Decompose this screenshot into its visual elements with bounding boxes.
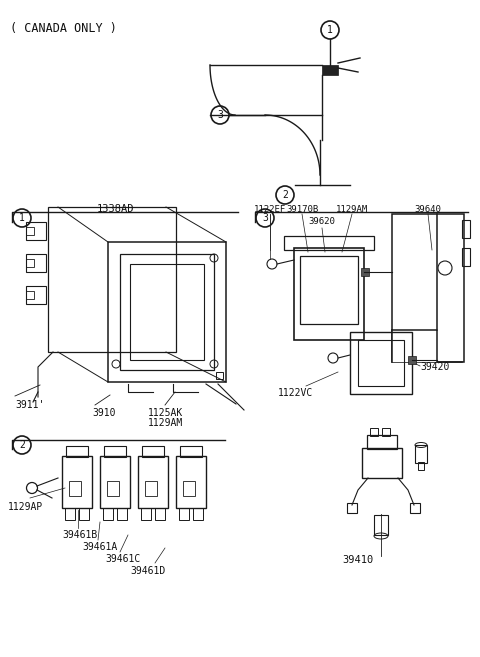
Bar [183,481,195,496]
Bar [462,220,470,238]
Bar [130,264,204,360]
Text: 39461D: 39461D [130,566,165,576]
Text: 1122VC: 1122VC [278,388,313,398]
Bar [26,286,46,304]
Bar [347,503,357,513]
Text: 1129AM: 1129AM [148,418,183,428]
Text: 2: 2 [19,440,25,450]
Bar [358,340,404,386]
Text: 1129AM: 1129AM [336,205,368,214]
Bar [145,481,157,496]
Text: 3910: 3910 [92,408,116,418]
Bar [462,248,470,266]
Bar [103,508,113,520]
Text: 1129AP: 1129AP [8,502,43,512]
Bar [392,330,437,362]
Text: 39410: 39410 [342,555,373,565]
Bar [26,227,34,235]
Bar [142,446,164,457]
Text: 39461B: 39461B [62,530,97,540]
Bar [362,448,402,478]
Bar [374,515,388,535]
Text: 39640: 39640 [415,205,442,214]
Bar [100,456,130,508]
Bar [415,445,427,463]
Text: ( CANADA ONLY ): ( CANADA ONLY ) [10,22,117,35]
Bar [48,207,176,352]
Bar [79,508,89,520]
Text: 1: 1 [19,213,25,223]
Bar [284,236,374,250]
Bar [350,332,412,394]
Bar [176,456,206,508]
Bar [117,508,127,520]
Bar [66,446,88,457]
Text: 39170B: 39170B [286,205,318,214]
Bar [104,446,126,457]
Bar [65,508,75,520]
Text: 1338AD: 1338AD [96,204,134,214]
Bar [69,481,81,496]
Text: 39620: 39620 [309,217,336,226]
Bar [361,268,369,276]
Bar [294,248,364,340]
Text: 1122EF: 1122EF [254,205,286,214]
Bar [418,462,424,470]
Bar [155,508,165,520]
Bar [62,456,92,508]
Bar [26,259,34,267]
Bar [108,242,226,382]
Bar [180,446,202,457]
Text: 3: 3 [262,213,268,223]
Bar [107,481,119,496]
Bar [193,508,203,520]
Bar [141,508,151,520]
Text: 39461A: 39461A [82,542,117,552]
Bar [392,214,464,362]
Bar [382,428,390,436]
Text: 1: 1 [327,25,333,35]
Text: 3911': 3911' [15,400,44,410]
Bar [179,508,189,520]
Bar [138,456,168,508]
Bar [26,291,34,299]
Bar [410,503,420,513]
Text: 1125AK: 1125AK [148,408,183,418]
Text: 39420: 39420 [420,362,449,372]
Bar [370,428,378,436]
Bar [300,256,358,324]
Text: 2: 2 [282,190,288,200]
Bar [322,65,338,75]
Text: 3: 3 [217,110,223,120]
Bar [408,356,416,364]
Bar [120,254,214,370]
Bar [26,254,46,272]
Bar [216,372,223,379]
Text: 39461C: 39461C [105,554,140,564]
Bar [26,222,46,240]
Bar [367,435,397,449]
